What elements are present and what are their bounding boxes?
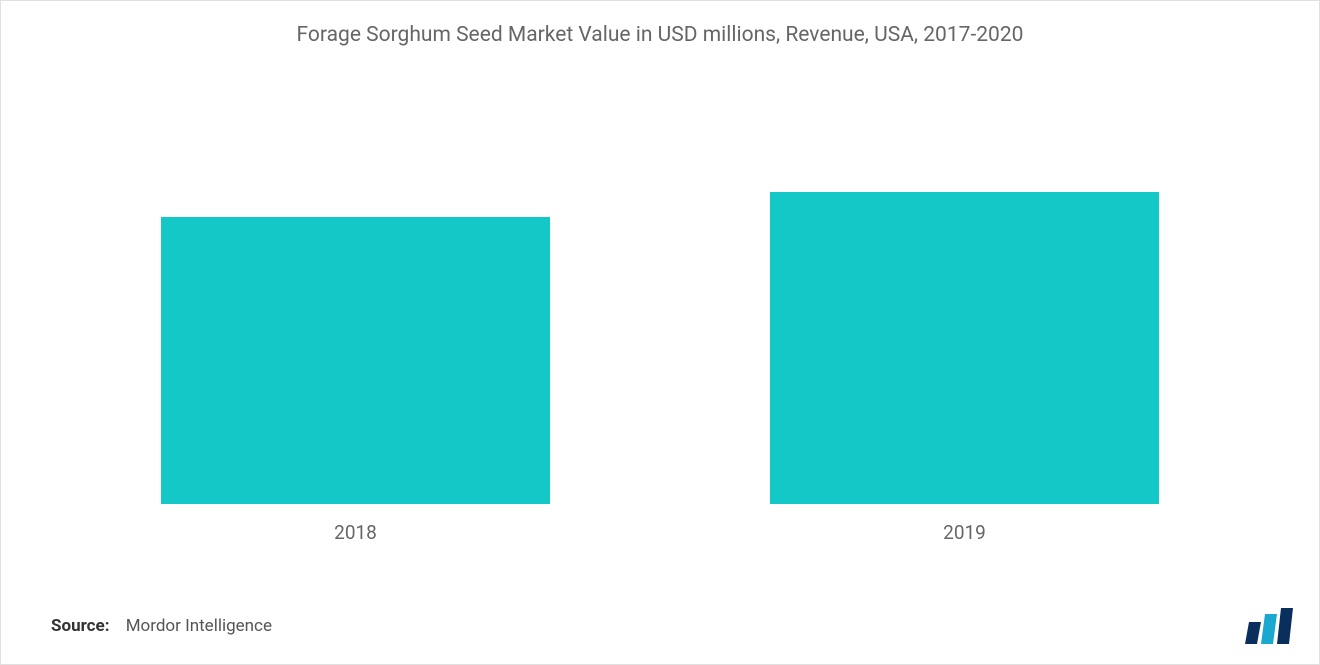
bar (770, 192, 1160, 504)
brand-logo (1241, 608, 1297, 644)
bar-group: 2019 (660, 81, 1269, 504)
bar-group: 2018 (51, 81, 660, 504)
chart-plot-area: 20182019 (51, 81, 1269, 544)
source-attribution: Source: Mordor Intelligence (51, 616, 272, 636)
x-axis-label: 2019 (943, 521, 986, 544)
x-axis-label: 2018 (334, 521, 377, 544)
bar (161, 217, 551, 504)
source-label: Source: (51, 616, 109, 636)
bars-container: 20182019 (51, 81, 1269, 504)
source-text: Mordor Intelligence (126, 616, 272, 636)
chart-title: Forage Sorghum Seed Market Value in USD … (1, 1, 1319, 57)
